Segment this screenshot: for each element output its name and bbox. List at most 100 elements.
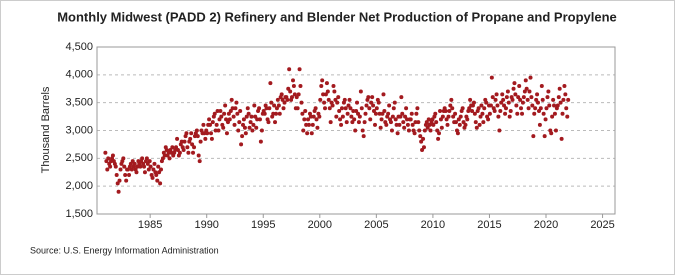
point (463, 122, 468, 127)
point (374, 106, 379, 111)
point (148, 164, 153, 169)
point (340, 114, 345, 119)
point (371, 103, 376, 108)
point (334, 114, 339, 119)
point (535, 100, 540, 105)
point (438, 117, 443, 122)
point (189, 131, 194, 136)
point (531, 134, 536, 139)
point (241, 122, 246, 127)
point (523, 78, 528, 83)
point (156, 164, 161, 169)
point (451, 114, 456, 119)
point (321, 92, 326, 97)
point (227, 117, 232, 122)
point (346, 103, 351, 108)
point (401, 120, 406, 125)
point (306, 117, 311, 122)
point (478, 114, 483, 119)
point (545, 95, 550, 100)
point (517, 83, 522, 88)
point (390, 114, 395, 119)
point (421, 136, 426, 141)
point (152, 161, 157, 166)
point (105, 167, 110, 172)
point (439, 125, 444, 130)
point (339, 122, 344, 127)
point (508, 109, 513, 114)
point (387, 103, 392, 108)
point (428, 128, 433, 133)
point (527, 89, 532, 94)
point (144, 156, 149, 161)
point (408, 117, 413, 122)
point (351, 109, 356, 114)
point (224, 131, 229, 136)
x-tick-label: 1995 (251, 219, 275, 231)
point (552, 103, 557, 108)
point (417, 128, 422, 133)
point (444, 117, 449, 122)
point (274, 106, 279, 111)
point (376, 100, 381, 105)
point (362, 120, 367, 125)
point (490, 95, 495, 100)
point (337, 109, 342, 114)
point (304, 122, 309, 127)
point (528, 75, 533, 80)
point (213, 128, 218, 133)
point (546, 89, 551, 94)
point (103, 150, 108, 155)
point (524, 86, 529, 91)
point (299, 100, 304, 105)
point (123, 173, 128, 178)
point (436, 136, 441, 141)
point (476, 106, 481, 111)
point (319, 83, 324, 88)
point (203, 136, 208, 141)
point (477, 122, 482, 127)
point (335, 100, 340, 105)
point (400, 111, 405, 116)
point (529, 95, 534, 100)
y-tick-label: 4,000 (65, 69, 93, 81)
point (231, 114, 236, 119)
point (308, 114, 313, 119)
point (330, 103, 335, 108)
point (533, 106, 538, 111)
point (550, 114, 555, 119)
point (422, 128, 427, 133)
point (122, 164, 127, 169)
point (543, 117, 548, 122)
point (460, 106, 465, 111)
point (323, 106, 328, 111)
point (530, 103, 535, 108)
point (562, 83, 567, 88)
point (232, 122, 237, 127)
point (425, 125, 430, 130)
point (298, 83, 303, 88)
point (324, 81, 329, 86)
point (414, 111, 419, 116)
point (177, 150, 182, 155)
point (419, 139, 424, 144)
point (367, 106, 372, 111)
point (560, 111, 565, 116)
point (306, 122, 311, 127)
point (564, 106, 569, 111)
point (433, 111, 438, 116)
point (275, 97, 280, 102)
point (480, 111, 485, 116)
point (437, 131, 442, 136)
point (532, 111, 537, 116)
point (424, 120, 429, 125)
point (348, 106, 353, 111)
point (488, 103, 493, 108)
point (505, 89, 510, 94)
point (318, 97, 323, 102)
point (332, 89, 337, 94)
point (326, 97, 331, 102)
x-tick-label: 2020 (534, 219, 558, 231)
point (224, 117, 229, 122)
